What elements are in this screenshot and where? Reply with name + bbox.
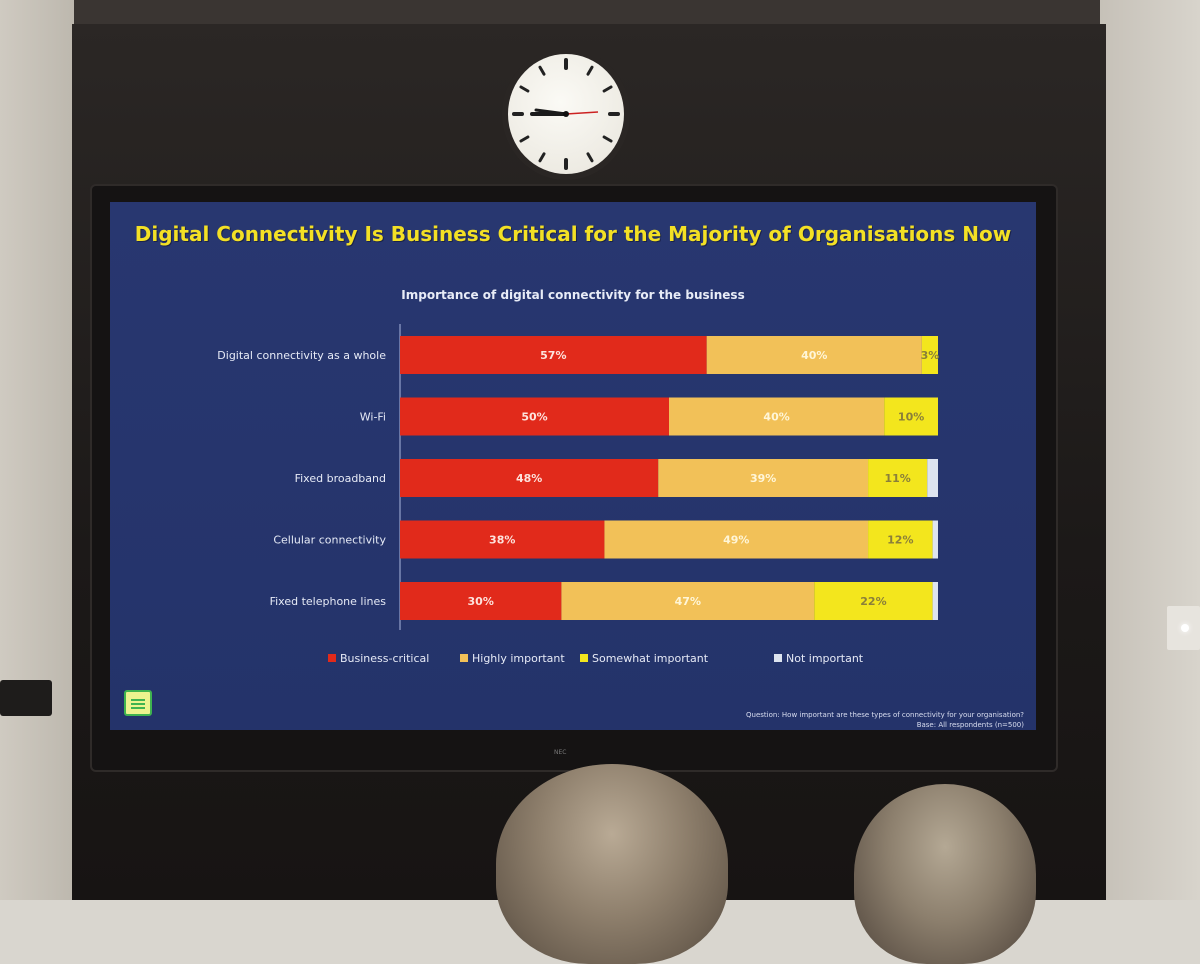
bar-segment bbox=[669, 397, 885, 436]
company-logo bbox=[124, 690, 152, 716]
bar-segment bbox=[868, 520, 933, 559]
legend-swatch bbox=[460, 654, 468, 662]
bar-segment bbox=[400, 397, 669, 436]
ceiling bbox=[0, 0, 1200, 26]
data-label: 49% bbox=[723, 534, 749, 547]
data-label: 39% bbox=[750, 472, 776, 485]
wall-clock bbox=[502, 48, 630, 180]
legend-label: Highly important bbox=[472, 652, 565, 665]
data-label: 3% bbox=[921, 349, 940, 362]
data-label: 40% bbox=[801, 349, 827, 362]
bar-segment bbox=[400, 336, 707, 374]
category-label: Digital connectivity as a whole bbox=[217, 349, 386, 362]
monitor-brand-logo: NEC bbox=[554, 749, 567, 756]
data-label: 38% bbox=[489, 534, 515, 547]
bar-segment bbox=[927, 459, 938, 497]
bar-segment bbox=[658, 459, 869, 497]
data-label: 48% bbox=[516, 472, 542, 485]
clock-tick bbox=[586, 152, 594, 163]
clock-tick bbox=[538, 65, 546, 76]
data-label: 30% bbox=[468, 595, 494, 608]
slide-footnote: Question: How important are these types … bbox=[746, 710, 1024, 730]
data-label: 22% bbox=[860, 595, 886, 608]
bar-segment bbox=[932, 520, 938, 559]
chart-title: Importance of digital connectivity for t… bbox=[401, 288, 745, 302]
legend-swatch bbox=[328, 654, 336, 662]
data-label: 57% bbox=[540, 349, 566, 362]
data-label: 50% bbox=[521, 411, 547, 424]
category-label: Fixed broadband bbox=[295, 472, 386, 485]
clock-tick bbox=[519, 135, 530, 143]
presentation-slide: Digital Connectivity Is Business Critica… bbox=[110, 202, 1036, 730]
footnote-base: Base: All respondents (n=500) bbox=[916, 721, 1024, 729]
category-label: Wi-Fi bbox=[360, 411, 386, 424]
bar-segment bbox=[921, 336, 938, 374]
data-label: 40% bbox=[763, 411, 789, 424]
wall-device bbox=[0, 680, 52, 716]
slide-title: Digital Connectivity Is Business Critica… bbox=[134, 222, 1012, 246]
audience-member-head bbox=[854, 784, 1036, 964]
clock-tick bbox=[519, 85, 530, 93]
legend-label: Somewhat important bbox=[592, 652, 709, 665]
bar-segment bbox=[400, 582, 562, 620]
category-label: Fixed telephone lines bbox=[270, 595, 387, 608]
bar-segment bbox=[868, 459, 928, 497]
data-label: 11% bbox=[884, 472, 910, 485]
bar-segment bbox=[400, 520, 605, 559]
clock-tick bbox=[538, 152, 546, 163]
clock-tick bbox=[602, 85, 613, 93]
display-monitor: Digital Connectivity Is Business Critica… bbox=[92, 186, 1056, 770]
legend-label: Not important bbox=[786, 652, 864, 665]
bar-segment bbox=[604, 520, 869, 559]
stacked-bar-chart: Digital connectivity as a whole 57% 40% 3% W… bbox=[217, 324, 940, 665]
data-label: 10% bbox=[898, 411, 924, 424]
bar-segment bbox=[932, 582, 938, 620]
legend-swatch bbox=[774, 654, 782, 662]
bar-segment bbox=[400, 459, 659, 497]
clock-tick bbox=[586, 65, 594, 76]
footnote-question: Question: How important are these types … bbox=[746, 711, 1024, 719]
light-switch bbox=[1167, 606, 1200, 650]
bar-segment bbox=[561, 582, 815, 620]
data-label: 12% bbox=[887, 534, 913, 547]
legend-swatch bbox=[580, 654, 588, 662]
left-wall bbox=[0, 0, 74, 900]
legend-label: Business-critical bbox=[340, 652, 429, 665]
category-label: Cellular connectivity bbox=[273, 534, 386, 547]
clock-tick bbox=[602, 135, 613, 143]
clock-hands-icon bbox=[512, 58, 620, 170]
bar-segment bbox=[814, 582, 933, 620]
bar-segment bbox=[884, 397, 938, 436]
data-label: 47% bbox=[675, 595, 701, 608]
bar-segment bbox=[706, 336, 922, 374]
audience-member-head bbox=[496, 764, 728, 964]
right-wall bbox=[1100, 0, 1200, 900]
